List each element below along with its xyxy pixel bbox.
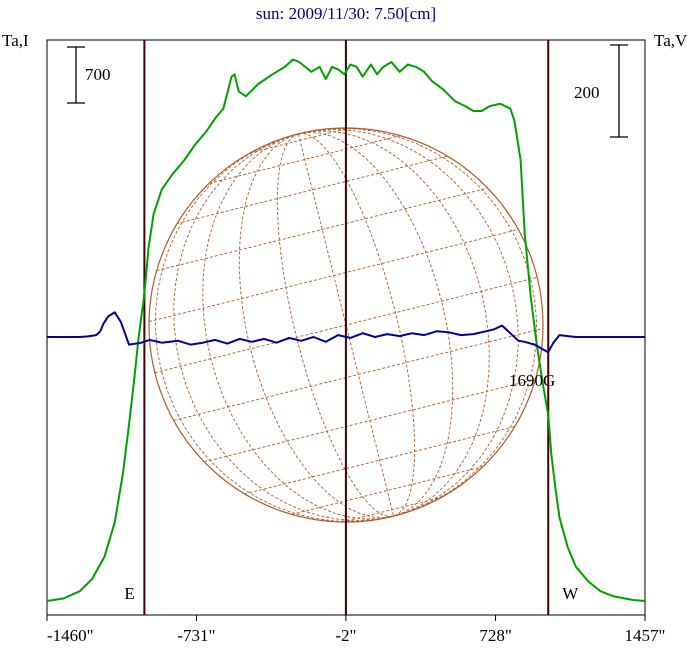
disk-parallel — [176, 155, 448, 224]
disk-parallel — [209, 135, 401, 184]
series-line-stokes-v — [47, 311, 645, 354]
disk-meridian — [173, 133, 394, 522]
left-scale-bar-label: 700 — [85, 65, 111, 84]
x-tick-label: 1457" — [625, 626, 666, 645]
right-scale-bar-label: 200 — [574, 83, 600, 102]
x-tick-label: 728" — [479, 626, 511, 645]
x-axis-ticks: -1460" -731" -2" 728" 1457" — [46, 615, 666, 645]
vertical-marker-label: W — [562, 584, 579, 603]
annotation-1690g: 1690G — [509, 371, 555, 390]
disk-meridian — [155, 133, 394, 522]
right-axis-label: Ta,V — [654, 31, 688, 50]
x-tick-label: -731" — [177, 626, 215, 645]
disk-meridian — [276, 133, 394, 517]
series-line-stokes-i — [46, 58, 646, 602]
disk-meridian — [238, 133, 394, 519]
disk-meridian — [298, 128, 537, 517]
disk-meridian — [298, 133, 416, 517]
chart-title: sun: 2009/11/30: 7.50[cm] — [256, 4, 436, 23]
disk-parallel — [204, 378, 536, 463]
disk-parallel — [173, 327, 544, 421]
disk-meridian — [298, 128, 519, 517]
disk-parallel — [148, 229, 519, 323]
disk-parallel — [244, 426, 516, 495]
disk-parallel — [342, 496, 442, 523]
x-tick-label: -2" — [335, 626, 356, 645]
disk-parallel — [250, 127, 350, 154]
left-axis-label: Ta,I — [2, 31, 29, 50]
disk-parallel — [156, 187, 488, 272]
disk-parallel — [291, 466, 483, 515]
x-tick-label: -1460" — [47, 626, 94, 645]
data-series — [46, 58, 646, 602]
disk-meridian — [298, 131, 454, 517]
vertical-marker-label: E — [124, 584, 134, 603]
scale-bars: 700 200 — [67, 44, 628, 138]
